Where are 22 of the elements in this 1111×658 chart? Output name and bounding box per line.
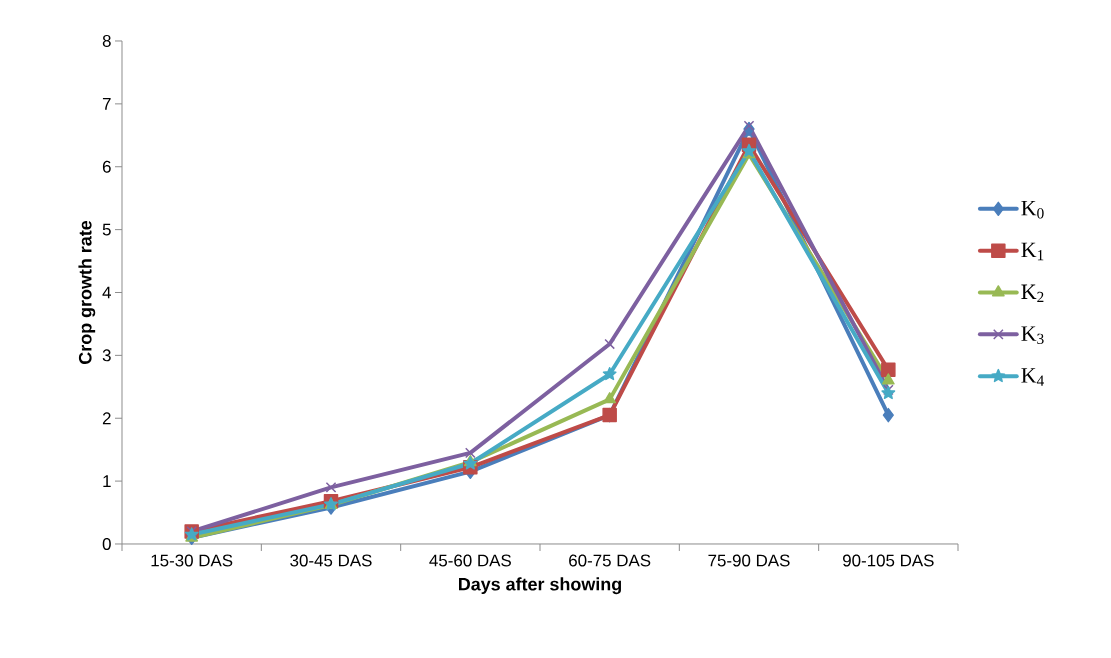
- y-tick-label: 1: [103, 475, 111, 487]
- legend-label: K$_{4}$: [1021, 368, 1045, 386]
- y-tick-label: 5: [102, 223, 111, 236]
- x-tick-label: 30-45 DAS: [290, 554, 372, 567]
- y-tick-label: 8: [102, 34, 111, 47]
- x-tick-label: 60-75 DAS: [569, 554, 651, 567]
- y-tick-label: 4: [102, 286, 111, 299]
- y-tick-label: 7: [102, 98, 111, 110]
- y-tick-label: 6: [102, 160, 111, 173]
- legend-label: K$_{2}$: [1021, 284, 1044, 303]
- x-tick-label: 15-30 DAS: [151, 554, 233, 567]
- legend-label: K$_{0}$: [1021, 200, 1044, 219]
- y-tick-label: 2: [102, 412, 111, 425]
- x-axis-title: Days after showing: [459, 577, 621, 595]
- x-tick-label: 90-105 DAS: [843, 554, 934, 567]
- legend-label: K$_{1}$: [1021, 242, 1044, 261]
- x-tick-label: 45-60 DAS: [429, 554, 511, 567]
- y-tick-label: 0: [102, 537, 111, 550]
- y-axis-title: Crop growth rate: [78, 220, 96, 364]
- x-tick-label: 75-90 DAS: [708, 554, 790, 567]
- legend-label: K$_{3}$: [1021, 326, 1044, 344]
- y-tick-label: 3: [102, 349, 111, 362]
